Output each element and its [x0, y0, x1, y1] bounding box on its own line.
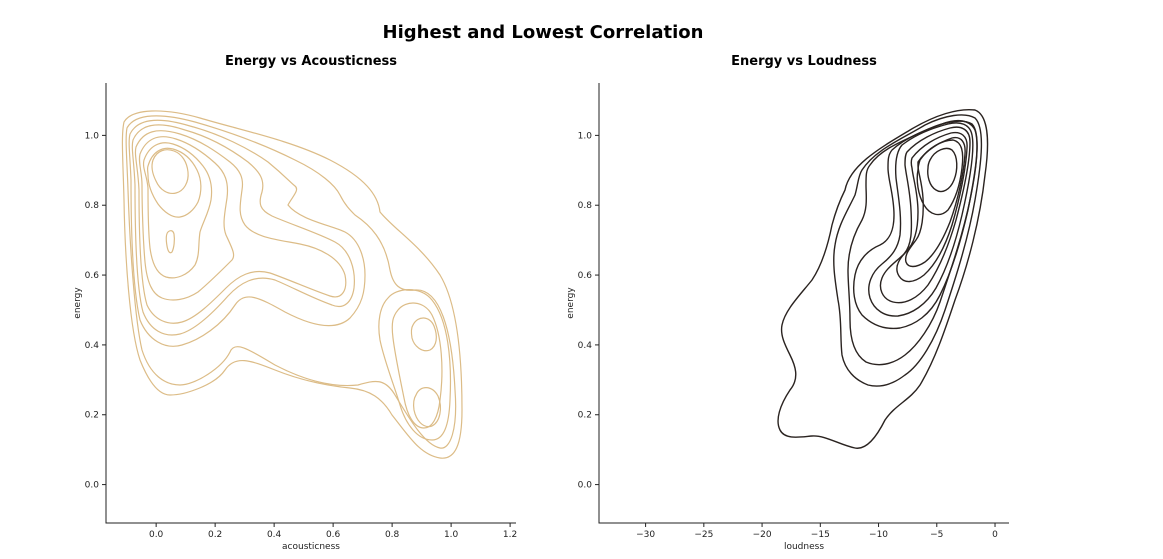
- chart-energy-vs-acousticness: Energy vs Acousticness 0.0 0.2 0.4 0.6 0.8 1.…: [73, 54, 517, 552]
- chart-2-xtick-label-2: −20: [753, 530, 772, 540]
- chart-2-spines: [598, 83, 1009, 524]
- contour-2-level-4: [853, 119, 978, 330]
- chart-2-xtick-label-0: −30: [636, 530, 655, 540]
- chart-1-xtick-label-5: 1.0: [444, 530, 459, 540]
- contour-2-level-1: [777, 108, 989, 449]
- chart-2-xtick-label-6: 0: [992, 530, 998, 540]
- chart-2-ytick-label-1: 0.2: [578, 411, 592, 421]
- chart-1-xtick-label-4: 0.8: [385, 530, 400, 540]
- contour-1-level-4: [131, 124, 355, 336]
- chart-2-xtick-label-4: −10: [869, 530, 888, 540]
- chart-2-contours: [777, 108, 989, 449]
- contour-1-mode-2: [410, 317, 437, 352]
- chart-2-ytick-label-4: 0.8: [578, 201, 593, 211]
- chart-1-ytick-label-5: 1.0: [85, 131, 100, 141]
- figure-title: Highest and Lowest Correlation: [383, 22, 704, 43]
- contour-2-level-2: [833, 114, 983, 387]
- contour-2-level-9: [916, 139, 964, 216]
- chart-2-xtick-label-3: −15: [811, 530, 830, 540]
- contour-1-bottom-blob: [378, 289, 452, 441]
- contour-1-level-9: [151, 149, 189, 195]
- chart-2-xtick-label-1: −25: [694, 530, 713, 540]
- chart-1-ytick-label-1: 0.2: [85, 411, 99, 421]
- chart-2-ytick-label-0: 0.0: [578, 481, 593, 491]
- contour-1-level-3: [128, 119, 366, 347]
- chart-2-ticks: −30 −25 −20 −15 −10 −5 0 0.0 0.2 0.4 0.6 0.8 1.0: [578, 131, 998, 540]
- chart-1-ytick-label-0: 0.0: [85, 481, 100, 491]
- contour-1-level-1: [121, 110, 463, 459]
- contour-2-level-5: [868, 122, 974, 317]
- contour-1-bottom-blob-2: [391, 302, 443, 429]
- contour-1-level-8: [146, 147, 202, 218]
- contour-2-level-10: [927, 147, 958, 193]
- chart-1-ytick-label-2: 0.4: [85, 341, 100, 351]
- chart-2-ytick-label-5: 1.0: [578, 131, 593, 141]
- chart-1-xtick-label-0: 0.0: [149, 530, 164, 540]
- chart-1-ylabel: energy: [73, 287, 83, 319]
- chart-1-xtick-label-6: 1.2: [503, 530, 517, 540]
- chart-energy-vs-loudness: Energy vs Loudness −30 −25 −20 −15 −10 −5 0 0.0…: [566, 54, 1009, 552]
- chart-1-contours: [121, 110, 463, 459]
- contour-1-level-5: [134, 130, 347, 324]
- chart-1-xlabel: acousticness: [282, 542, 340, 552]
- contour-1-level-7: [142, 142, 213, 279]
- chart-2-title: Energy vs Loudness: [731, 54, 877, 69]
- chart-1-spines: [105, 83, 516, 524]
- chart-1-ytick-label-3: 0.6: [85, 271, 100, 281]
- chart-1-ticks: 0.0 0.2 0.4 0.6 0.8 1.0 1.2 0.0 0.2 0.4 0.6 0.8 1.0: [85, 131, 518, 540]
- chart-2-ytick-label-3: 0.6: [578, 271, 593, 281]
- contour-1-level-10: [165, 230, 175, 254]
- chart-1-xtick-label-1: 0.2: [208, 530, 222, 540]
- chart-1-ytick-label-4: 0.8: [85, 201, 100, 211]
- contour-1-mode-3: [413, 387, 442, 428]
- contour-2-level-8: [904, 136, 966, 268]
- contour-2-level-3: [847, 120, 978, 366]
- contour-2-level-6: [879, 126, 971, 304]
- chart-2-ytick-label-2: 0.4: [578, 341, 593, 351]
- chart-2-ylabel: energy: [566, 287, 576, 319]
- contour-1-level-2: [125, 115, 457, 449]
- chart-2-xtick-label-5: −5: [930, 530, 943, 540]
- contour-1-level-6: [138, 136, 235, 301]
- chart-2-xlabel: loudness: [784, 542, 824, 552]
- chart-1-title: Energy vs Acousticness: [225, 54, 397, 69]
- contour-2-level-7: [896, 131, 968, 283]
- chart-1-xtick-label-2: 0.4: [267, 530, 282, 540]
- chart-1-xtick-label-3: 0.6: [326, 530, 341, 540]
